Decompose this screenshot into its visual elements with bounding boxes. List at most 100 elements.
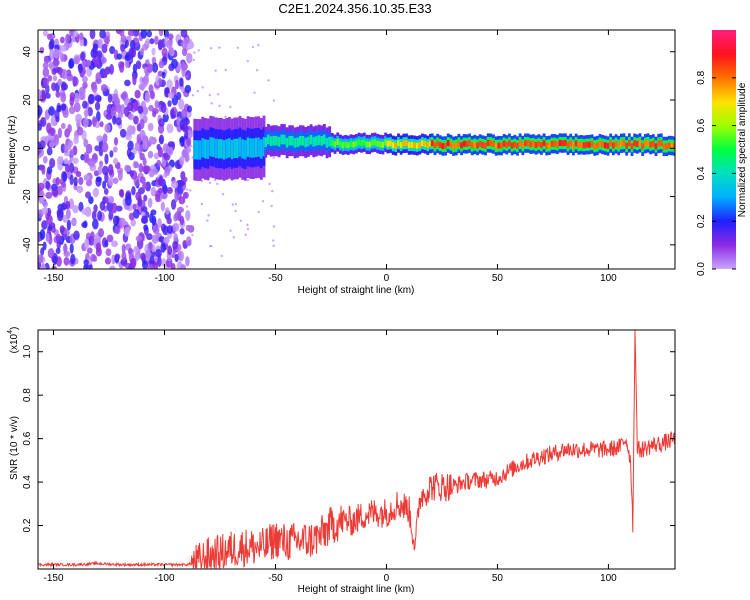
- spectral-band-cell: [370, 139, 374, 146]
- spectral-band-cell: [646, 139, 650, 147]
- spectral-band-cell: [413, 142, 416, 149]
- noise-dot: [187, 47, 191, 51]
- noise-dot: [208, 93, 212, 97]
- spectral-band-cell: [587, 141, 591, 148]
- noise-speckle: [105, 113, 113, 120]
- spectral-band-cell: [243, 140, 247, 160]
- spectral-band-cell: [360, 140, 364, 147]
- noise-dot: [208, 181, 212, 185]
- noise-speckle: [166, 123, 174, 134]
- noise-speckle: [149, 38, 155, 45]
- noise-dot: [253, 91, 256, 94]
- spectrogram-y-tick-label: 0: [22, 145, 33, 151]
- spectral-band-cell: [524, 140, 527, 147]
- noise-speckle: [108, 210, 114, 220]
- spectral-band-cell: [518, 140, 522, 147]
- spectral-band-cell: [572, 142, 575, 149]
- noise-speckle: [147, 197, 153, 208]
- noise-speckle: [152, 110, 157, 118]
- spectrogram-x-tick-label: -100: [155, 273, 175, 284]
- noise-speckle: [97, 210, 103, 222]
- noise-speckle: [181, 108, 188, 119]
- noise-speckle: [55, 91, 61, 98]
- spectral-band-cell: [603, 142, 607, 149]
- spectral-band-cell: [643, 140, 647, 147]
- spectral-band-cell: [438, 141, 442, 148]
- noise-dot: [271, 239, 275, 242]
- noise-speckle: [84, 238, 90, 249]
- spectral-band-cell: [470, 142, 474, 149]
- noise-dot: [192, 58, 195, 62]
- colorbar-tick-label: 0.6: [696, 118, 707, 132]
- spectral-band-cell: [574, 140, 578, 147]
- noise-speckle: [146, 30, 153, 38]
- noise-speckle: [90, 48, 97, 59]
- noise-speckle: [157, 218, 162, 229]
- noise-speckle: [76, 185, 84, 194]
- noise-speckle: [95, 72, 102, 83]
- noise-speckle: [127, 140, 134, 151]
- noise-speckle: [181, 47, 188, 57]
- noise-speckle: [40, 264, 47, 269]
- noise-speckle: [151, 62, 159, 73]
- spectral-band-cell: [494, 143, 498, 150]
- spectral-band-cell: [673, 143, 675, 150]
- spectral-band-cell: [259, 139, 263, 159]
- noise-speckle: [45, 84, 50, 94]
- spectral-band-cell: [415, 142, 419, 149]
- noise-dot: [193, 51, 196, 54]
- spectral-band-cell: [407, 142, 411, 149]
- noise-speckle: [160, 102, 167, 114]
- noise-speckle: [161, 71, 166, 79]
- noise-speckle: [179, 77, 184, 87]
- spectral-band-cell: [446, 140, 450, 147]
- noise-speckle: [158, 134, 165, 145]
- noise-speckle: [81, 221, 88, 228]
- noise-speckle: [61, 68, 68, 80]
- spectral-band-cell: [272, 135, 276, 146]
- noise-speckle: [46, 166, 53, 175]
- noise-speckle: [45, 232, 50, 243]
- snr-panel: -150 -100 -50 0 50 100 0.2 0.4 0.6 0.8 1.0 Height …: [7, 327, 676, 595]
- noise-speckle: [40, 247, 45, 256]
- colorbar-tick-label: 0.2: [696, 214, 707, 228]
- noise-speckle: [42, 62, 49, 70]
- spectral-band-cell: [196, 140, 199, 160]
- snr-x-tick-label: -100: [155, 573, 175, 584]
- noise-speckle: [178, 98, 185, 110]
- noise-dot: [191, 156, 194, 159]
- spectral-band-cell: [418, 141, 422, 148]
- spectral-band-cell: [312, 136, 316, 147]
- spectral-band-cell: [654, 143, 658, 150]
- noise-speckle: [94, 145, 101, 152]
- spectral-band-cell: [550, 140, 554, 147]
- noise-dot: [267, 79, 270, 82]
- noise-speckle: [174, 191, 179, 203]
- noise-speckle: [69, 92, 75, 101]
- noise-speckle: [46, 214, 53, 226]
- spectral-band-cell: [638, 139, 642, 146]
- noise-speckle: [128, 247, 133, 255]
- noise-speckle: [90, 253, 97, 262]
- noise-speckle: [132, 203, 137, 211]
- noise-speckle: [59, 36, 65, 44]
- noise-speckle: [116, 53, 123, 60]
- noise-speckle: [185, 236, 192, 247]
- noise-speckle: [154, 100, 160, 109]
- noise-speckle: [181, 149, 188, 159]
- spectral-band-cell: [344, 141, 348, 148]
- noise-speckle: [53, 48, 60, 59]
- spectral-band-cell: [251, 138, 255, 158]
- noise-dot: [224, 68, 227, 72]
- noise-speckle: [130, 218, 136, 227]
- spectral-band-cell: [641, 143, 645, 150]
- spectral-band-cell: [454, 142, 458, 149]
- noise-speckle: [70, 253, 76, 265]
- noise-speckle: [42, 156, 48, 164]
- noise-speckle: [73, 92, 80, 104]
- noise-speckle: [164, 87, 170, 94]
- noise-speckle: [85, 179, 92, 187]
- spectral-band-cell: [330, 139, 334, 146]
- noise-dot: [207, 214, 210, 217]
- noise-speckle: [58, 208, 64, 219]
